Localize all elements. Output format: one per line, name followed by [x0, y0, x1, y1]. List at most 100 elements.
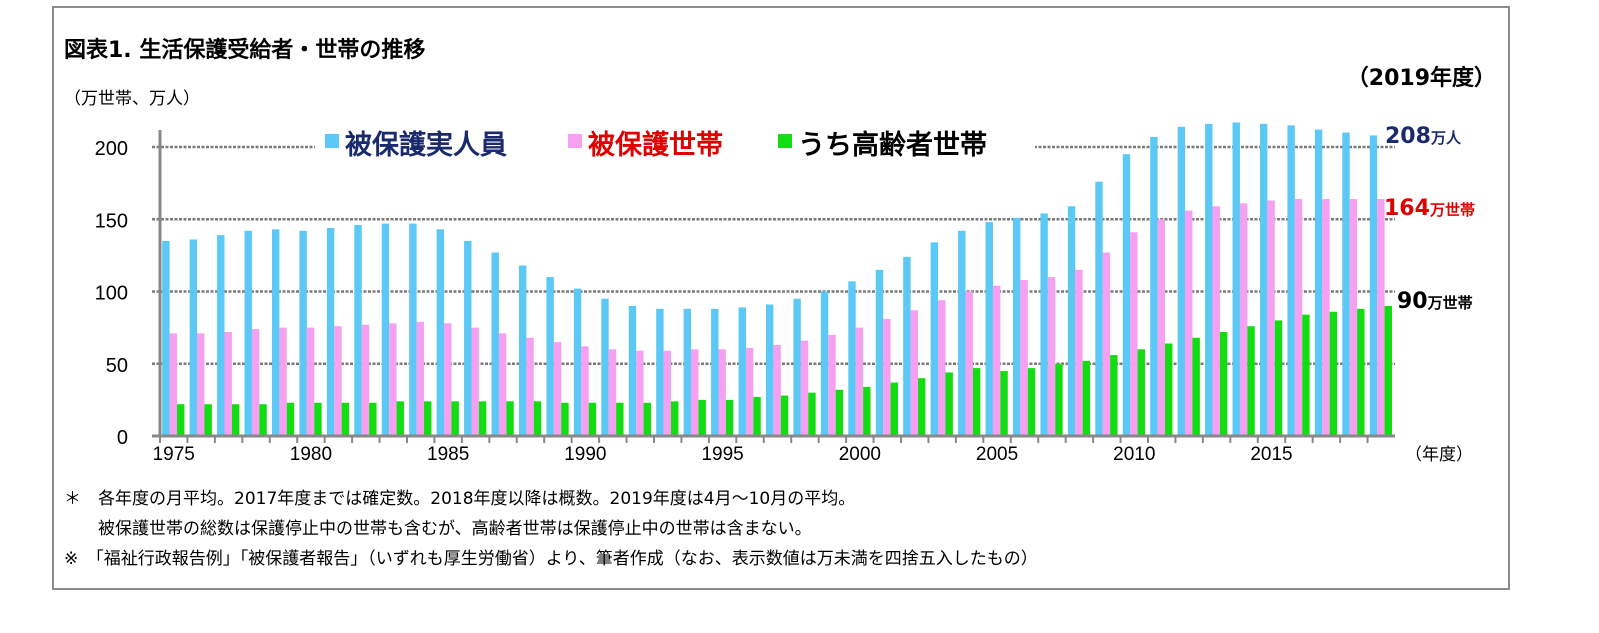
bar-2011-0	[1150, 136, 1158, 436]
bar-1975-1	[169, 333, 178, 436]
bar-1987-2	[506, 401, 514, 436]
bar-1996-1	[745, 347, 754, 436]
bar-1981-0	[326, 227, 335, 436]
y-tick-label: 50	[106, 355, 128, 377]
bar-2017-1	[1322, 199, 1330, 436]
bar-2011-2	[1165, 343, 1173, 436]
bar-1981-2	[341, 402, 350, 436]
bar-2006-0	[1012, 217, 1021, 436]
legend-swatch	[325, 134, 339, 148]
bar-2002-2	[918, 378, 926, 436]
bar-2016-2	[1302, 314, 1310, 436]
bar-2018-1	[1349, 199, 1358, 436]
bar-1976-0	[189, 239, 198, 436]
x-tick-label: 1990	[564, 444, 606, 465]
bar-1999-2	[835, 389, 844, 436]
bar-2003-0	[930, 242, 939, 436]
bar-2003-2	[945, 372, 953, 436]
bar-1985-1	[444, 323, 452, 436]
bar-1998-2	[808, 392, 816, 436]
bar-1988-1	[526, 337, 534, 436]
x-tick-label: 1980	[290, 444, 332, 465]
bar-2012-2	[1192, 337, 1200, 436]
bar-1983-0	[381, 223, 390, 436]
bar-1982-0	[354, 225, 362, 436]
bar-1979-2	[286, 402, 295, 436]
bar-2008-2	[1082, 360, 1091, 436]
bar-2006-1	[1020, 279, 1028, 436]
bar-2001-2	[890, 382, 898, 436]
bar-2004-2	[972, 368, 981, 436]
bar-2006-2	[1027, 368, 1036, 436]
chart-frame	[52, 6, 1510, 590]
bar-2010-2	[1137, 349, 1145, 436]
y-tick-label: 150	[95, 210, 128, 232]
y-tick-label: 0	[117, 427, 128, 449]
note-3: ※ 「福祉行政報告例」「被保護者報告」（いずれも厚生労働省）より、筆者作成（なお…	[64, 549, 1038, 569]
bar-1993-0	[656, 308, 664, 436]
bar-1977-0	[217, 235, 225, 436]
bar-1986-1	[471, 327, 479, 436]
bar-2017-2	[1329, 311, 1338, 436]
note-2: 被保護世帯の総数は保護停止中の世帯も含むが、高齢者世帯は保護停止中の世帯は含まな…	[64, 519, 812, 539]
legend-swatch	[778, 134, 792, 148]
bar-1995-1	[718, 349, 726, 436]
bar-1982-1	[361, 324, 370, 436]
bar-1993-1	[663, 350, 672, 436]
bar-1998-1	[800, 340, 809, 436]
bar-1994-0	[683, 308, 692, 436]
bar-2009-2	[1110, 355, 1118, 436]
bar-1992-0	[628, 305, 637, 436]
bar-2017-0	[1314, 129, 1323, 436]
bar-1987-0	[491, 252, 499, 436]
bar-2015-2	[1274, 320, 1283, 436]
bar-1978-2	[259, 404, 267, 436]
bar-1990-1	[581, 346, 589, 436]
bar-1988-2	[533, 401, 542, 436]
legend-swatch	[568, 134, 582, 148]
bar-1985-0	[436, 229, 445, 436]
bar-1999-1	[828, 334, 836, 436]
bar-1984-1	[416, 321, 425, 436]
bar-1980-2	[314, 402, 322, 436]
bar-1981-1	[334, 326, 342, 436]
bar-1997-0	[765, 304, 774, 436]
bar-1988-0	[518, 265, 527, 436]
bar-2009-1	[1102, 252, 1111, 436]
legend-background	[315, 122, 1035, 168]
bar-2007-2	[1055, 363, 1063, 436]
bar-2009-0	[1095, 181, 1103, 436]
bar-1977-2	[231, 404, 240, 436]
bar-2013-1	[1212, 206, 1220, 436]
bar-1977-1	[224, 331, 232, 436]
bar-2001-0	[875, 269, 884, 436]
bar-1985-2	[451, 401, 459, 436]
bar-1991-0	[601, 298, 609, 436]
x-tick-label: 2015	[1250, 444, 1292, 465]
bar-2005-2	[1000, 370, 1008, 436]
bar-1992-1	[636, 350, 644, 436]
bar-1978-1	[251, 329, 260, 436]
bar-1979-1	[279, 327, 287, 436]
bar-1998-0	[793, 298, 801, 436]
bar-2015-1	[1267, 200, 1275, 436]
bar-1980-0	[299, 230, 307, 436]
bar-1982-2	[369, 402, 377, 436]
bar-1989-1	[553, 342, 562, 436]
bar-1997-2	[780, 395, 789, 436]
bar-1989-0	[546, 277, 554, 436]
x-tick-label: 2005	[976, 444, 1018, 465]
bar-2002-0	[903, 256, 911, 436]
bar-1992-2	[643, 402, 651, 436]
bar-1997-1	[773, 344, 781, 436]
note-1: ＊ 各年度の月平均。2017年度までは確定数。2018年度以降は概数。2019年…	[64, 489, 856, 509]
bar-2000-2	[863, 386, 871, 436]
bar-1995-0	[711, 308, 719, 436]
bar-2010-1	[1130, 232, 1138, 436]
bar-1991-1	[608, 349, 617, 436]
annotation-elderly-households: 90万世帯	[1397, 289, 1473, 314]
legend-label: うち高齢者世帯	[798, 129, 987, 161]
x-tick-label: 1995	[701, 444, 743, 465]
bar-2019-2	[1384, 305, 1392, 436]
